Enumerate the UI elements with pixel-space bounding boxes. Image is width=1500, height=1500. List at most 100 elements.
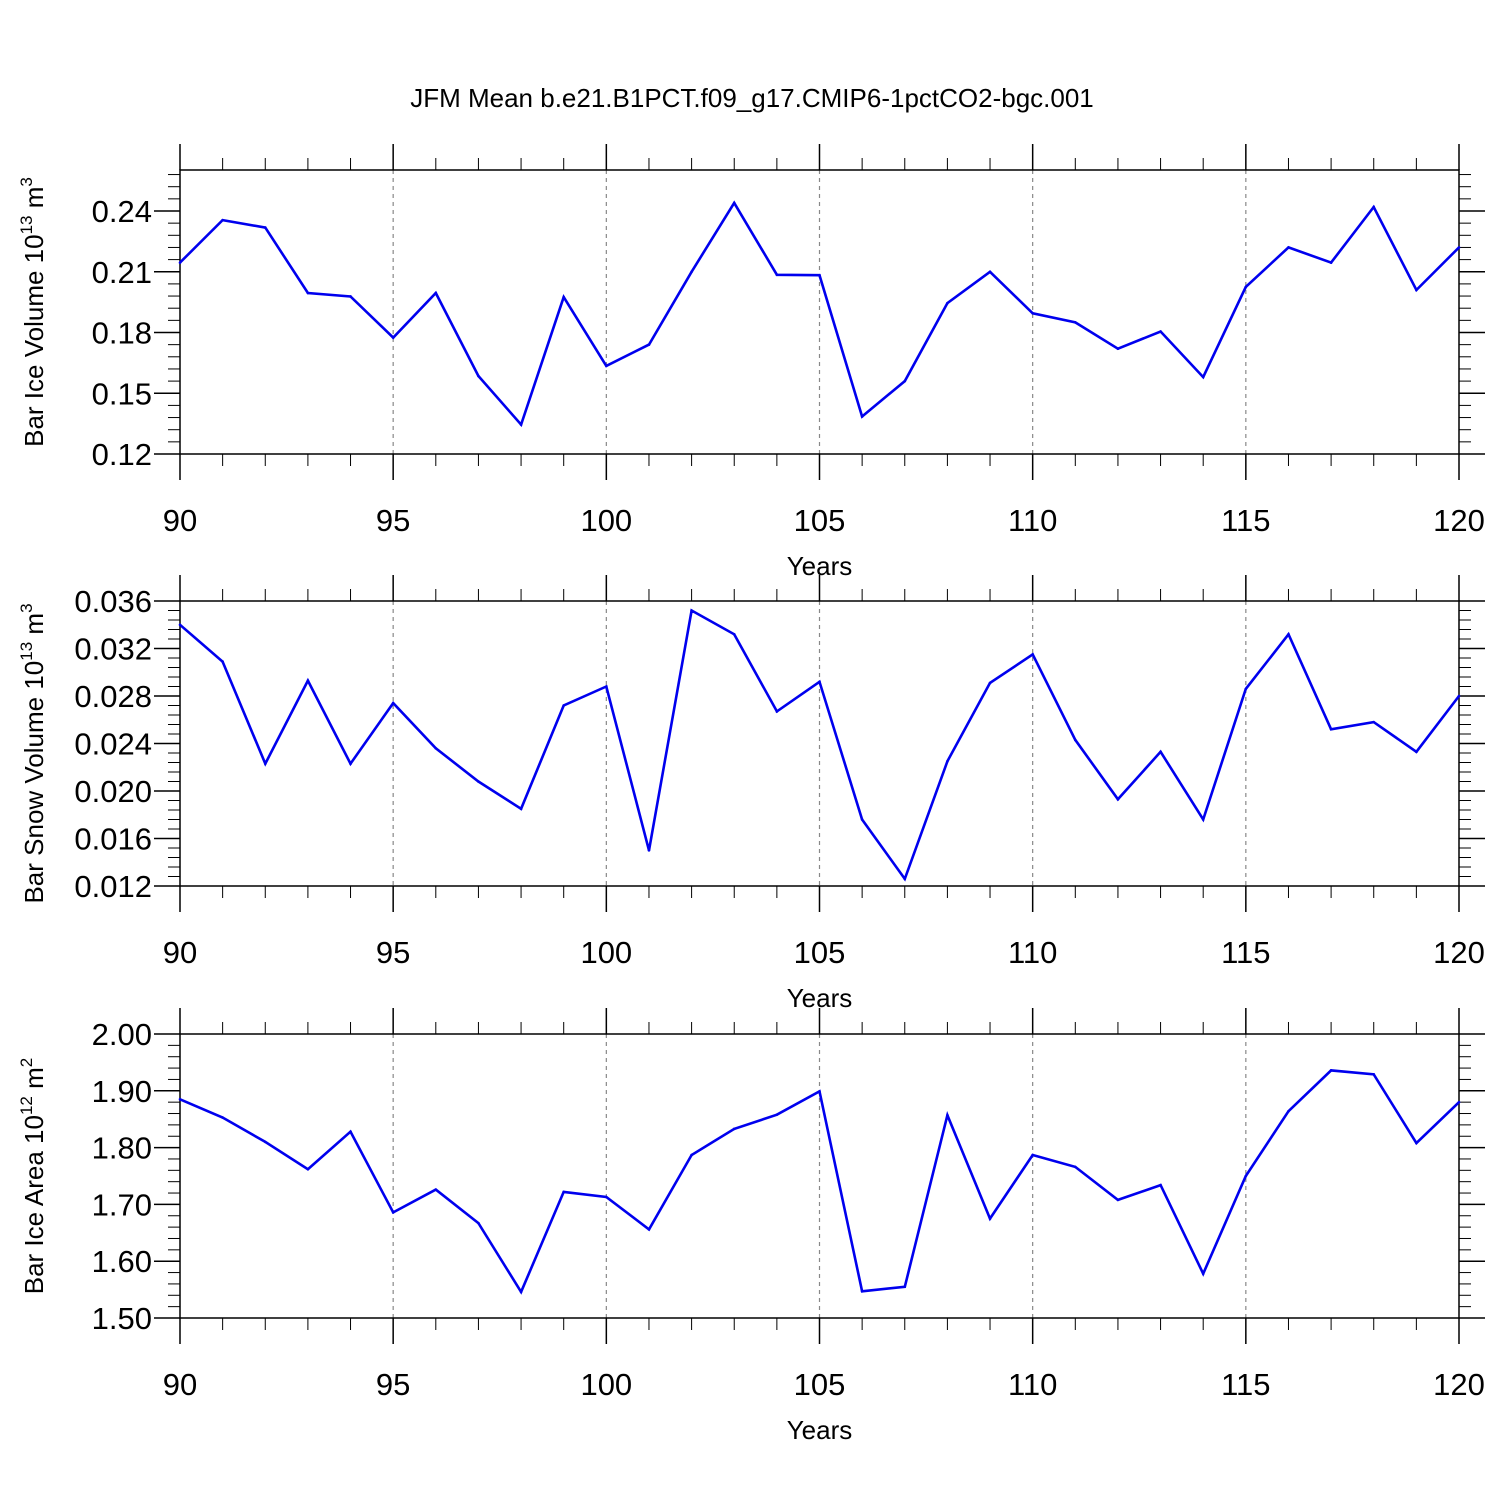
y-axis-label-unit-exponent: 2 [17,1058,36,1067]
data-point [647,1228,651,1231]
figure-title: JFM Mean b.e21.B1PCT.f09_g17.CMIP6-1pctC… [410,83,1094,113]
data-point [306,291,310,295]
data-point [263,762,267,765]
data-point [178,261,182,264]
data-point [988,681,992,685]
data-point [647,343,651,346]
data-point [818,273,821,277]
x-tick-label: 110 [1008,503,1057,538]
data-point [1159,1183,1162,1187]
data-point [1457,1100,1461,1104]
data-point [1244,1174,1248,1178]
data-point [605,1195,608,1199]
data-point [1372,205,1376,209]
data-point [732,201,736,205]
x-tick-label: 110 [1008,935,1057,970]
data-point [1457,246,1461,249]
data-point [1116,347,1120,351]
y-axis-label-unit-exponent: 3 [17,603,36,612]
data-point [1329,261,1333,264]
data-point [263,1140,267,1144]
data-point [1201,375,1205,379]
data-point [988,1217,992,1220]
data-point [1116,1198,1120,1202]
data-point [903,1285,907,1289]
y-tick-label: 0.024 [74,727,152,762]
x-tick-label: 100 [580,1367,632,1402]
data-point [1415,750,1418,754]
y-tick-label: 1.60 [92,1244,152,1279]
y-axis-label: Bar Ice Volume 1013 m3 [17,177,49,447]
y-tick-label: 0.032 [74,632,152,667]
y-tick-label: 2.00 [92,1017,152,1052]
x-tick-label: 95 [376,935,410,970]
data-point [562,1190,565,1194]
data-point [605,685,608,688]
data-point [690,1153,693,1157]
data-point [178,623,182,627]
data-point [1415,1141,1418,1145]
data-point [1372,720,1376,724]
y-tick-label: 0.016 [74,822,152,857]
data-point [732,1127,736,1131]
x-tick-label: 105 [794,503,846,538]
y-axis-label-text: Bar Ice Volume 10 [19,234,49,446]
data-point [1074,738,1077,742]
x-axis-label: Years [787,1415,853,1445]
x-tick-label: 120 [1433,1367,1485,1402]
y-tick-label: 1.70 [92,1187,152,1222]
data-point [1287,1109,1290,1113]
data-point [1159,330,1162,333]
y-tick-label: 0.18 [92,316,152,351]
x-tick-label: 105 [794,1367,846,1402]
data-point [477,1221,480,1225]
panel-1: 90 95 100 105 110 115 1200.120.150.180.210.24Y… [17,144,1485,581]
data-point [1329,1069,1333,1072]
y-axis-label: Bar Snow Volume 1013 m3 [17,603,49,903]
data-point [221,660,224,663]
data-point [690,270,693,274]
data-point [221,1116,224,1119]
data-point [732,632,736,636]
y-tick-label: 0.24 [92,194,152,229]
y-axis-label-unit: m [19,1067,49,1096]
data-point [988,270,992,274]
data-point [946,301,949,305]
data-point [605,364,608,368]
data-point [391,336,395,339]
data-point [1201,1272,1205,1275]
data-point [178,1098,182,1101]
x-tick-label: 90 [163,1367,197,1402]
data-point [903,379,907,383]
data-point [775,1113,779,1116]
x-tick-label: 90 [163,503,197,538]
data-point [349,295,352,298]
y-tick-label: 0.028 [74,679,152,714]
x-tick-label: 105 [794,935,846,970]
data-point [519,1290,523,1294]
x-tick-label: 110 [1008,1367,1057,1402]
y-tick-label: 0.020 [74,774,152,809]
data-point [1244,687,1248,691]
data-point [1074,321,1077,324]
data-point [775,273,779,277]
y-axis-label-text: Bar Ice Area 10 [19,1115,49,1294]
data-point [562,295,565,299]
data-point [434,291,438,295]
data-point [519,807,523,811]
data-point [1201,818,1205,821]
data-point [263,226,267,229]
data-point [1372,1073,1376,1076]
data-point [1116,798,1120,801]
data-point [221,218,224,222]
y-tick-label: 1.90 [92,1074,152,1109]
y-axis-label-exponent: 13 [17,642,36,661]
data-point [1074,1165,1077,1169]
data-point [306,679,310,682]
data-point [1287,246,1290,249]
data-point [1159,750,1162,754]
y-tick-label: 1.50 [92,1301,152,1336]
data-point [818,680,821,684]
y-tick-label: 0.012 [74,869,152,904]
